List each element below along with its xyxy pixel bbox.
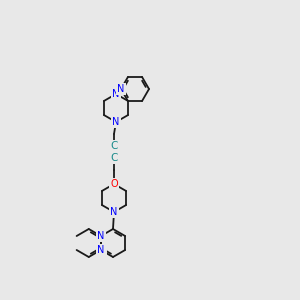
Text: C: C <box>110 141 118 151</box>
Text: N: N <box>98 245 106 255</box>
Text: N: N <box>97 231 105 241</box>
Text: N: N <box>112 117 120 127</box>
Text: O: O <box>110 179 118 189</box>
Text: N: N <box>97 245 105 255</box>
Text: N: N <box>112 89 120 99</box>
Text: N: N <box>110 207 118 217</box>
Text: C: C <box>110 153 118 163</box>
Text: N: N <box>117 84 125 94</box>
